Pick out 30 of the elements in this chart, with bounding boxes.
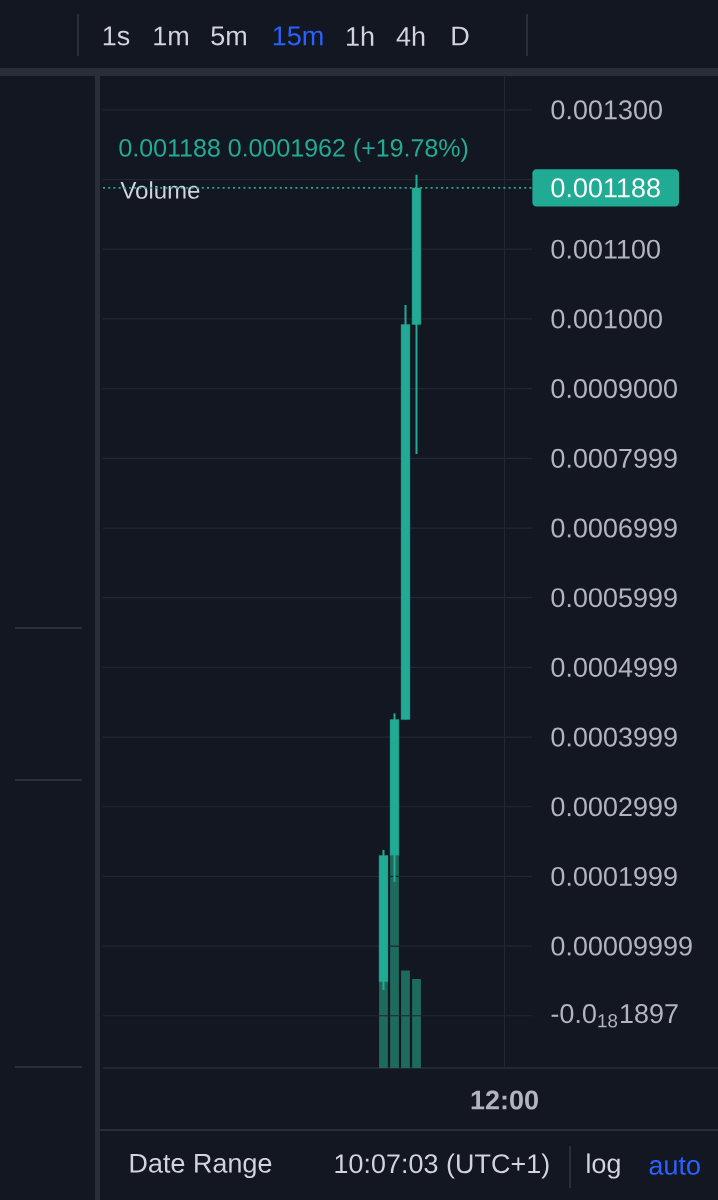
- y-tick-label: 0.0005999: [551, 588, 677, 608]
- text: D: [452, 26, 469, 46]
- y-tick-label: 0.0004999: [551, 657, 677, 677]
- x-tick-label: 12:00: [471, 1090, 538, 1110]
- bar: [412, 978, 421, 1069]
- text: 5m: [211, 26, 246, 46]
- text: 4h: [396, 26, 425, 46]
- text: auto: [649, 1157, 700, 1175]
- y-tick-label: 0.00009999: [551, 936, 692, 956]
- text: Date Range: [130, 1153, 272, 1179]
- text: log: [587, 1153, 620, 1179]
- text: 1h: [347, 26, 374, 46]
- y-tick-label: 0.001100: [551, 239, 660, 259]
- text: 10:07:03 (UTC+1): [335, 1153, 549, 1179]
- y-tick-label: 0.0003999: [551, 727, 677, 747]
- y-tick-label: -0.0$_{18}$1897: [551, 1004, 678, 1028]
- chart-title: Volume: [120, 181, 200, 199]
- y-tick-label: 0.001000: [551, 309, 662, 329]
- text: 1m: [154, 26, 188, 46]
- ref-line-label: 0.001188: [551, 178, 660, 198]
- y-tick-label: 0.0007999: [551, 448, 677, 468]
- y-tick-label: 0.0006999: [551, 518, 677, 538]
- y-tick-label: 0.0002999: [551, 797, 677, 817]
- text: 15m: [273, 26, 323, 46]
- y-tick-label: 0.0009000: [551, 379, 677, 399]
- y-tick-label: 0.001300: [551, 100, 662, 120]
- text: 0.001188 0.0001962 (+19.78%): [119, 138, 468, 162]
- text: 1s: [103, 26, 130, 46]
- y-tick-label: 0.0001999: [551, 866, 677, 886]
- bar: [401, 970, 410, 1069]
